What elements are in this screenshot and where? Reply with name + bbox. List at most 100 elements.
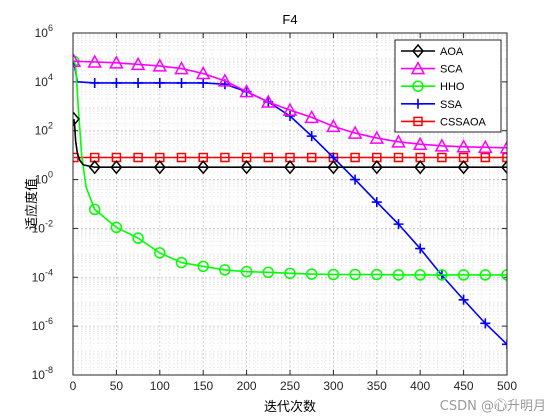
y-tick-base: 10 <box>32 319 46 333</box>
data-point-hho <box>88 203 101 216</box>
y-axis-label: 适应度值 <box>24 178 40 230</box>
data-point-sca <box>412 136 428 150</box>
y-tick-base: 10 <box>35 75 49 89</box>
data-point-hho <box>262 266 275 279</box>
data-point-sca <box>261 94 276 108</box>
legend-marker <box>412 43 424 59</box>
data-point-aoa <box>110 160 123 175</box>
data-point-hho <box>501 269 507 281</box>
data-point-aoa <box>501 160 507 175</box>
legend-marker <box>413 116 423 127</box>
data-point-sca <box>195 65 211 80</box>
y-tick-exponent: -4 <box>45 267 53 277</box>
data-point-cssaoa <box>350 152 360 163</box>
y-tick-exponent: 4 <box>48 72 53 82</box>
data-point-hho <box>284 267 296 280</box>
data-point-sca <box>456 139 471 153</box>
data-point-cssaoa <box>480 152 491 163</box>
legend-item-hho: HHO <box>401 80 465 93</box>
data-point-sca <box>239 84 254 98</box>
data-point-sca <box>87 54 102 68</box>
data-point-sca <box>282 102 298 116</box>
x-axis-label: 迭代次数 <box>264 399 316 415</box>
y-tick-label: 10-2 <box>32 218 53 235</box>
x-tick-label: 300 <box>323 379 343 393</box>
data-point-ssa <box>89 77 100 88</box>
data-point-hho <box>240 265 253 278</box>
axis-ticks: 0 50 100 150 200 250 300 350 400 450 50010-810-610… <box>32 23 518 393</box>
data-point-hho <box>175 256 188 269</box>
data-point-sca <box>478 139 493 154</box>
y-tick-exponent: -6 <box>45 316 53 326</box>
y-tick-base: 10 <box>32 368 46 382</box>
x-tick-label: 400 <box>410 379 430 393</box>
data-point-hho <box>436 269 448 281</box>
data-point-sca <box>217 73 233 87</box>
data-point-aoa <box>414 160 427 175</box>
plot-frame <box>72 32 508 376</box>
series-line-aoa <box>73 118 507 169</box>
data-point-ssa <box>415 243 426 254</box>
x-tick-label: 0 <box>70 379 77 393</box>
data-point-cssaoa <box>437 152 447 163</box>
legend-label: CSSAOA <box>440 116 487 128</box>
series-line-hho <box>73 60 507 276</box>
y-tick-label: 104 <box>35 72 53 89</box>
data-point-ssa <box>176 77 187 88</box>
legend-label: SSA <box>440 99 463 111</box>
series-group <box>73 53 507 350</box>
data-point-sca <box>391 134 406 148</box>
legend-label: SCA <box>440 64 463 76</box>
data-point-cssaoa <box>176 152 187 163</box>
data-point-hho <box>392 269 405 281</box>
data-point-hho <box>305 268 318 280</box>
data-point-hho <box>154 247 166 259</box>
y-tick-exponent: 2 <box>48 121 53 131</box>
data-point-hho <box>197 260 209 273</box>
x-tick-label: 50 <box>110 379 124 393</box>
data-point-ssa <box>371 197 382 208</box>
data-point-sca <box>304 109 319 124</box>
data-point-aoa <box>73 111 80 127</box>
y-tick-exponent: -8 <box>45 365 53 375</box>
data-point-hho <box>349 268 361 281</box>
y-tick-label: 10-6 <box>32 316 53 333</box>
data-point-hho <box>479 269 492 281</box>
legend-marker <box>412 80 424 92</box>
data-point-aoa <box>88 160 101 175</box>
legend-item-aoa: AOA <box>401 43 464 59</box>
data-point-sca <box>369 130 385 144</box>
y-tick-base: 10 <box>35 173 49 187</box>
data-point-ssa <box>154 77 165 88</box>
x-tick-label: 250 <box>280 379 300 393</box>
series-ssa <box>73 61 507 350</box>
data-point-cssaoa <box>306 152 317 163</box>
data-point-sca <box>109 55 124 69</box>
legend-item-cssaoa: CSSAOA <box>401 116 487 128</box>
data-point-ssa <box>502 339 507 350</box>
data-point-sca <box>499 140 507 154</box>
x-tick-label: 150 <box>193 379 213 393</box>
data-point-sca <box>347 125 363 139</box>
y-tick-base: 10 <box>32 270 46 284</box>
data-point-sca <box>152 58 168 72</box>
data-point-hho <box>457 269 470 281</box>
y-tick-exponent: 6 <box>48 23 53 33</box>
legend-marker <box>410 61 426 75</box>
data-point-ssa <box>133 77 144 88</box>
watermark-text: CSDN @心⃝升明月 <box>439 399 546 414</box>
data-point-sca <box>73 53 82 67</box>
data-point-ssa <box>480 318 491 329</box>
data-point-sca <box>434 138 450 152</box>
data-point-cssaoa <box>263 152 274 163</box>
legend-label: HHO <box>440 81 465 93</box>
legend-marker <box>413 98 423 109</box>
data-point-hho <box>371 268 383 281</box>
x-tick-label: 100 <box>150 379 170 393</box>
y-tick-label: 10-8 <box>32 365 53 382</box>
y-tick-label: 100 <box>35 170 53 187</box>
y-tick-base: 10 <box>35 124 49 138</box>
series-sca <box>73 53 507 154</box>
data-point-ssa <box>111 77 122 88</box>
